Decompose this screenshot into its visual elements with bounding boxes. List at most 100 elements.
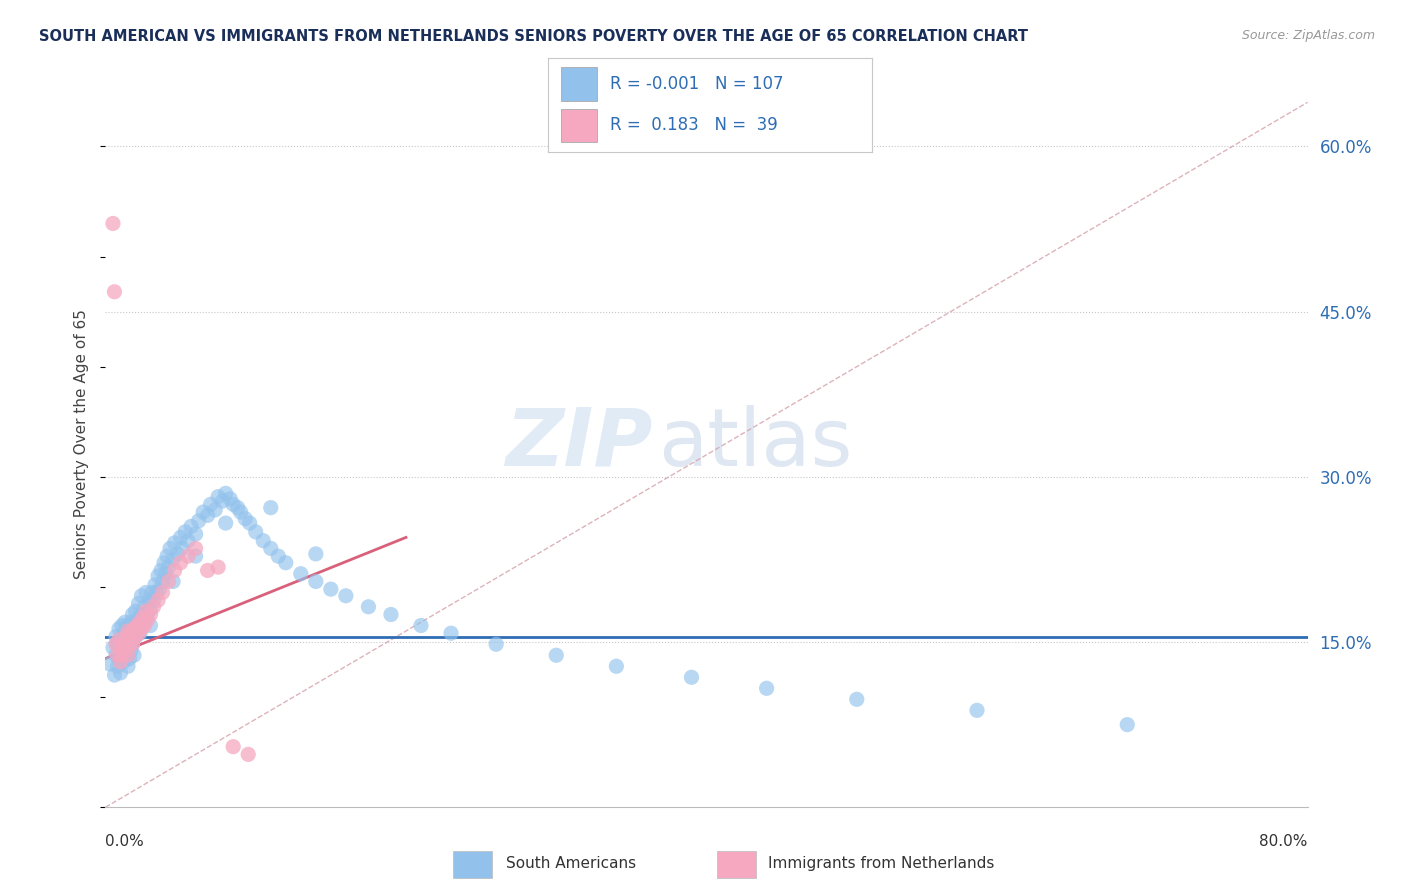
Point [139, 607, 162, 622]
Point [138, 593, 160, 607]
Y-axis label: Seniors Poverty Over the Age of 65: Seniors Poverty Over the Age of 65 [75, 309, 90, 579]
Point [184, 527, 207, 541]
Point [245, 524, 267, 539]
Point [121, 607, 143, 622]
Point [124, 630, 146, 644]
Point [143, 578, 166, 592]
Point [219, 491, 242, 506]
Point [357, 599, 380, 614]
Point [118, 626, 141, 640]
Point [115, 630, 138, 644]
Point [546, 648, 568, 663]
Point [177, 533, 200, 548]
Point [142, 593, 165, 607]
Point [166, 547, 188, 561]
Point [114, 644, 136, 658]
Point [125, 618, 148, 632]
Point [108, 651, 131, 665]
Text: R = -0.001   N = 107: R = -0.001 N = 107 [610, 75, 783, 93]
Bar [717, 851, 756, 878]
Point [163, 536, 186, 550]
Point [131, 607, 153, 622]
Point [145, 585, 167, 599]
Point [966, 703, 988, 717]
Bar [561, 68, 596, 101]
Point [107, 648, 129, 663]
Point [172, 541, 194, 556]
Point [238, 747, 260, 762]
Point [845, 692, 868, 706]
Point [214, 516, 236, 530]
Point [141, 585, 163, 599]
Point [180, 519, 202, 533]
Point [111, 646, 134, 660]
Point [124, 630, 146, 644]
Point [136, 607, 159, 622]
Point [267, 549, 290, 563]
Point [117, 637, 139, 651]
Point [122, 622, 145, 636]
Bar [453, 851, 492, 878]
Point [132, 615, 155, 630]
Point [121, 637, 143, 651]
Point [177, 549, 200, 563]
Point [335, 589, 357, 603]
Point [134, 599, 156, 614]
Point [1116, 717, 1139, 731]
Point [118, 637, 141, 651]
Point [156, 549, 179, 563]
Point [157, 560, 180, 574]
Point [124, 604, 146, 618]
Point [155, 566, 177, 581]
Point [114, 642, 136, 657]
Point [104, 630, 127, 644]
Point [131, 589, 153, 603]
Point [104, 637, 127, 651]
Point [197, 508, 219, 523]
Point [274, 556, 297, 570]
Point [111, 648, 134, 663]
Point [120, 626, 142, 640]
Text: 80.0%: 80.0% [1260, 834, 1308, 848]
Point [152, 585, 174, 599]
Point [115, 648, 138, 663]
Point [117, 624, 139, 638]
Point [108, 632, 131, 647]
Point [260, 541, 283, 556]
Point [440, 626, 463, 640]
Point [125, 618, 148, 632]
Text: South Americans: South Americans [506, 856, 637, 871]
Point [120, 644, 142, 658]
Point [184, 549, 207, 563]
Point [128, 597, 150, 611]
Point [117, 648, 139, 663]
Point [485, 637, 508, 651]
Point [191, 505, 214, 519]
Point [169, 530, 191, 544]
Point [103, 668, 125, 682]
Point [132, 611, 155, 625]
Point [112, 626, 135, 640]
Bar [561, 109, 596, 142]
Point [117, 659, 139, 673]
Point [239, 516, 262, 530]
Point [222, 497, 245, 511]
Point [214, 486, 236, 500]
Text: SOUTH AMERICAN VS IMMIGRANTS FROM NETHERLANDS SENIORS POVERTY OVER THE AGE OF 65: SOUTH AMERICAN VS IMMIGRANTS FROM NETHER… [39, 29, 1028, 44]
Point [136, 613, 159, 627]
Point [681, 670, 703, 684]
Point [111, 618, 134, 632]
Point [101, 217, 124, 231]
Point [129, 615, 152, 630]
Text: Immigrants from Netherlands: Immigrants from Netherlands [768, 856, 994, 871]
Point [260, 500, 283, 515]
Point [222, 739, 245, 754]
Point [207, 490, 229, 504]
Point [204, 503, 226, 517]
Point [107, 659, 129, 673]
Point [139, 602, 162, 616]
Point [319, 582, 342, 597]
Point [229, 505, 252, 519]
Point [184, 541, 207, 556]
Point [112, 637, 135, 651]
